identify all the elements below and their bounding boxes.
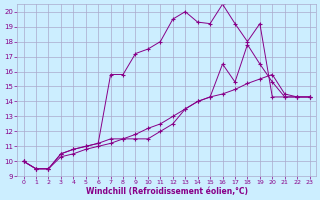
X-axis label: Windchill (Refroidissement éolien,°C): Windchill (Refroidissement éolien,°C) (85, 187, 248, 196)
